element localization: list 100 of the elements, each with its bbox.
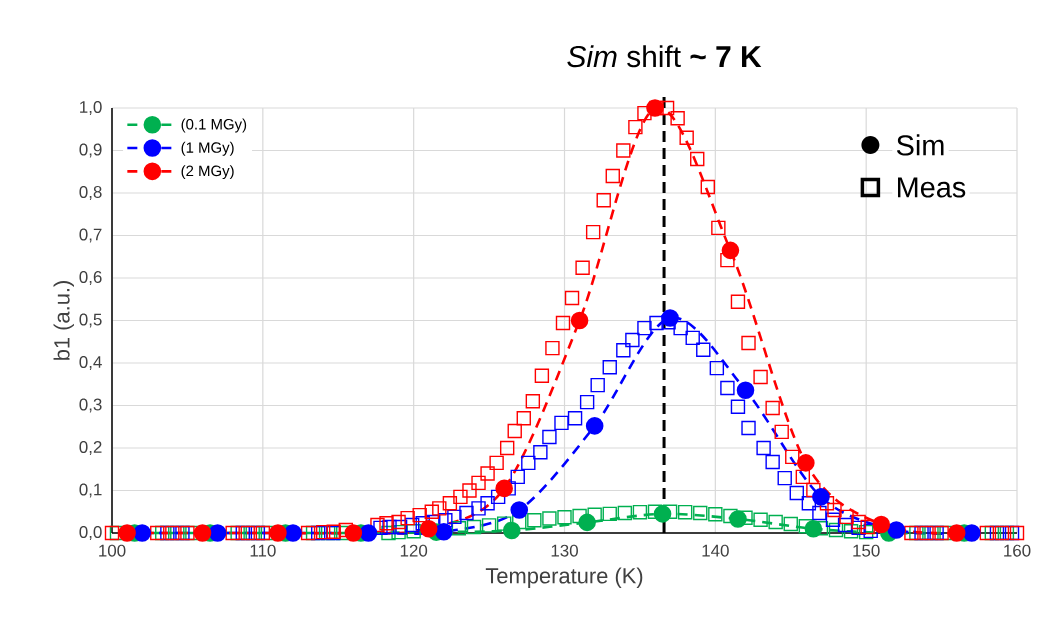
point <box>284 524 302 542</box>
point <box>542 511 557 526</box>
point <box>510 469 525 485</box>
point <box>567 411 583 426</box>
point <box>382 519 397 535</box>
point <box>685 330 700 346</box>
point <box>459 505 474 521</box>
point <box>662 504 678 519</box>
x-tick-label: 100 <box>99 544 126 557</box>
point <box>632 504 648 520</box>
point <box>359 524 378 542</box>
point <box>617 505 633 521</box>
point <box>962 524 981 542</box>
point <box>533 445 548 460</box>
point <box>812 488 830 506</box>
point <box>801 496 817 511</box>
point <box>736 381 755 399</box>
point <box>720 380 735 396</box>
point <box>709 360 725 376</box>
x-axis-title: Temperature (K) <box>485 567 643 588</box>
point <box>466 519 482 535</box>
point <box>381 525 396 541</box>
point <box>730 399 746 414</box>
point <box>753 512 768 528</box>
point <box>768 514 783 530</box>
point <box>554 415 569 431</box>
point <box>471 501 486 516</box>
point <box>708 507 723 522</box>
x-tick-label: 160 <box>1004 544 1031 557</box>
y-tick-label: 0,1 <box>79 483 102 498</box>
point <box>729 510 747 528</box>
y-tick-label: 0,6 <box>79 271 102 285</box>
point <box>696 342 711 358</box>
legend-label: (2 MGy) <box>181 165 234 180</box>
point <box>502 521 521 540</box>
point <box>451 521 467 536</box>
x-tick-label: 140 <box>702 544 729 557</box>
point <box>804 519 823 538</box>
legend-label: (0.1 MGy) <box>181 118 247 133</box>
point <box>406 524 421 539</box>
point <box>344 524 363 542</box>
point <box>269 524 287 542</box>
point <box>590 377 605 393</box>
point <box>872 515 891 534</box>
point <box>777 470 792 486</box>
point <box>625 332 640 348</box>
point <box>527 513 542 528</box>
annotation: Meas <box>898 177 966 198</box>
y-tick-label: 0,5 <box>79 313 102 328</box>
point <box>783 516 798 532</box>
point <box>637 320 652 336</box>
point <box>404 517 420 533</box>
point <box>602 506 617 522</box>
point <box>542 429 557 445</box>
annotation: Sim <box>896 134 944 156</box>
point <box>435 522 453 541</box>
point <box>572 508 587 524</box>
point <box>661 309 679 327</box>
point <box>495 479 513 498</box>
point <box>858 524 874 540</box>
y-tick-label: 0,3 <box>79 398 102 413</box>
point <box>843 524 859 539</box>
point <box>578 513 596 532</box>
point <box>756 440 771 456</box>
point <box>392 519 408 535</box>
point <box>521 455 536 471</box>
point <box>741 420 756 436</box>
point <box>585 417 604 435</box>
point <box>419 519 438 538</box>
point <box>480 496 495 511</box>
point <box>133 524 151 542</box>
point <box>723 508 738 524</box>
point <box>947 524 966 542</box>
point <box>649 315 664 331</box>
point <box>653 505 672 523</box>
point <box>602 360 617 375</box>
point <box>828 522 844 538</box>
x-tick-label: 130 <box>551 544 578 557</box>
point <box>721 241 740 260</box>
y-tick-label: 0,4 <box>79 356 102 370</box>
point <box>797 454 815 472</box>
point <box>789 485 804 501</box>
point <box>447 509 462 525</box>
x-tick-label: 110 <box>250 544 276 557</box>
ref-line-label: Sim shift ~ 7 K <box>567 45 762 68</box>
point <box>208 524 227 542</box>
y-tick-label: 0,9 <box>79 143 102 158</box>
y-tick-label: 0,0 <box>79 526 102 540</box>
point <box>193 524 212 542</box>
point <box>693 505 708 521</box>
point <box>677 504 693 520</box>
point <box>510 501 529 519</box>
point <box>673 320 688 336</box>
point <box>825 512 841 528</box>
point <box>887 521 906 539</box>
y-tick-label: 0,8 <box>79 186 102 200</box>
point <box>391 524 406 540</box>
y-tick-label: 0,7 <box>79 228 102 243</box>
point <box>481 518 497 533</box>
point <box>310 525 326 541</box>
